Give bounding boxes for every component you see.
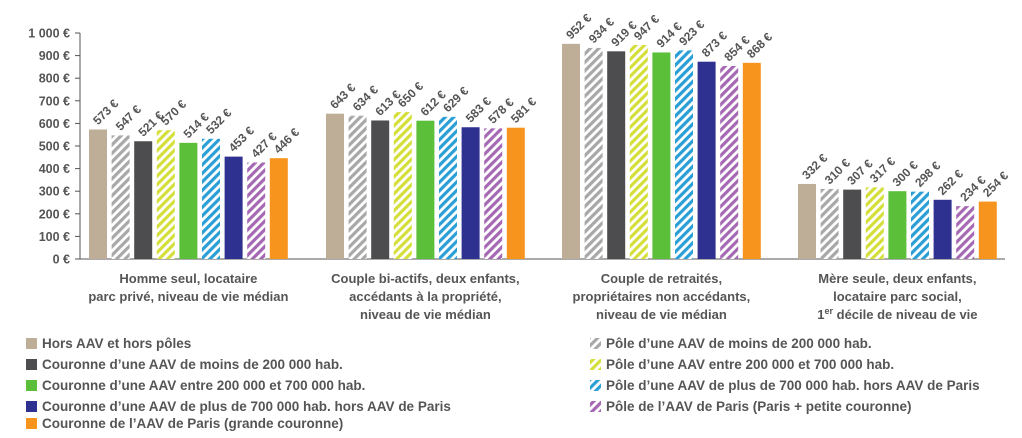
- bar: [798, 183, 816, 259]
- bar: [933, 199, 952, 259]
- bar: [89, 129, 107, 259]
- legend-item: Hors AAV et hors pôles: [26, 336, 191, 351]
- bar: [843, 189, 862, 259]
- category-label: Couple bi-actifs, deux enfants, accédants…: [331, 271, 520, 322]
- bar: [269, 158, 288, 259]
- bar: [156, 130, 175, 259]
- legend-swatch: [590, 401, 601, 412]
- category-label: Homme seul, locataire parc privé, niveau …: [88, 271, 288, 304]
- bar: [224, 156, 243, 259]
- bar: [484, 128, 503, 259]
- legend-item: Pôle de l’AAV de Paris (Paris + petite c…: [590, 399, 911, 414]
- y-tick-label: 800 €: [39, 72, 70, 86]
- legend-swatch: [26, 380, 37, 391]
- bar: [820, 188, 839, 259]
- y-tick-label: 1 000 €: [28, 27, 70, 41]
- y-tick-label: 400 €: [39, 162, 70, 176]
- legend-label: Couronne d’une AAV entre 200 000 et 700 …: [42, 378, 365, 393]
- bar: [607, 51, 626, 259]
- category-label: Mère seule, deux enfants, locataire parc …: [817, 271, 977, 322]
- y-tick-label: 0 €: [53, 253, 70, 267]
- legend-swatch: [590, 380, 601, 391]
- y-tick-label: 500 €: [39, 140, 70, 154]
- y-tick-label: 900 €: [39, 49, 70, 63]
- y-tick-label: 700 €: [39, 94, 70, 108]
- legend-swatch: [26, 359, 37, 370]
- legend-label: Couronne d’une AAV de moins de 200 000 h…: [42, 357, 343, 372]
- legend-item: Pôle d’une AAV de moins de 200 000 hab.: [590, 336, 872, 351]
- bar-value-label: 570 €: [158, 97, 189, 128]
- y-tick-label: 600 €: [39, 117, 70, 131]
- bar: [134, 141, 153, 259]
- bar: [562, 43, 580, 260]
- bar: [506, 127, 525, 259]
- bar: [697, 61, 716, 260]
- bar: [978, 201, 997, 259]
- legend-item: Couronne d’une AAV de plus de 700 000 ha…: [26, 399, 451, 414]
- legend-item: Pôle d’une AAV entre 200 000 et 700 000 …: [590, 357, 894, 372]
- bar: [865, 187, 884, 259]
- bar: [742, 62, 761, 259]
- bar-value-label: 532 €: [203, 106, 234, 137]
- bar: [675, 50, 693, 259]
- bar: [247, 162, 266, 259]
- bar: [652, 52, 671, 259]
- legend-label: Couronne de l’AAV de Paris (grande couro…: [42, 416, 343, 431]
- legend-swatch: [26, 401, 37, 412]
- y-tick-label: 200 €: [39, 207, 70, 221]
- legend-label: Pôle d’une AAV de plus de 700 000 hab. h…: [606, 378, 980, 393]
- bar: [461, 127, 480, 259]
- legend-swatch: [26, 418, 37, 429]
- bar: [179, 142, 198, 259]
- bar-value-label: 254 €: [980, 168, 1011, 199]
- bar: [393, 112, 412, 259]
- bar: [439, 116, 457, 259]
- bar-value-label: 868 €: [744, 30, 775, 61]
- bar: [202, 138, 220, 259]
- legend-label: Pôle de l’AAV de Paris (Paris + petite c…: [606, 399, 911, 414]
- bar: [326, 113, 344, 259]
- bar: [111, 135, 130, 259]
- legend-item: Couronne d’une AAV entre 200 000 et 700 …: [26, 378, 365, 393]
- bar: [629, 44, 648, 260]
- bar-value-label: 446 €: [271, 125, 302, 156]
- y-tick-label: 100 €: [39, 230, 70, 244]
- legend-label: Couronne d’une AAV de plus de 700 000 ha…: [42, 399, 451, 414]
- legend-swatch: [590, 359, 601, 370]
- bar-value-label: 923 €: [676, 17, 707, 48]
- legend-item: Couronne d’une AAV de moins de 200 000 h…: [26, 357, 343, 372]
- legend-label: Pôle d’une AAV de moins de 200 000 hab.: [606, 336, 872, 351]
- legend-item: Couronne de l’AAV de Paris (grande couro…: [26, 416, 343, 431]
- y-tick-label: 300 €: [39, 185, 70, 199]
- bar: [720, 65, 739, 259]
- bar: [416, 120, 435, 259]
- bar: [348, 115, 367, 259]
- legend-label: Hors AAV et hors pôles: [42, 336, 191, 351]
- legend-swatch: [26, 338, 37, 349]
- legend-item: Pôle d’une AAV de plus de 700 000 hab. h…: [590, 378, 980, 393]
- legend-swatch: [590, 338, 601, 349]
- bar: [911, 191, 929, 259]
- bar: [371, 120, 390, 259]
- bar: [888, 191, 907, 259]
- bar: [584, 47, 603, 259]
- legend-label: Pôle d’une AAV entre 200 000 et 700 000 …: [606, 357, 894, 372]
- bar-value-label: 581 €: [508, 94, 539, 125]
- bar: [956, 206, 975, 259]
- category-label: Couple de retraités, propriétaires non ac…: [573, 271, 751, 322]
